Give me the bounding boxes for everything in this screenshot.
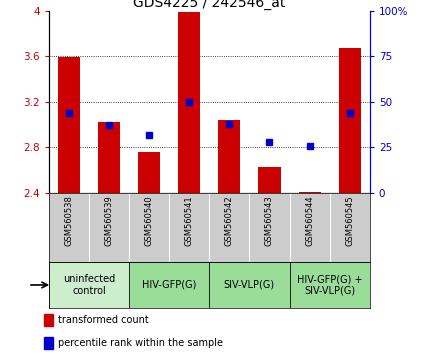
Text: percentile rank within the sample: percentile rank within the sample xyxy=(59,338,224,348)
Text: GSM560543: GSM560543 xyxy=(265,195,274,246)
Bar xyxy=(289,262,370,308)
Bar xyxy=(138,152,160,193)
Text: transformed count: transformed count xyxy=(59,315,149,325)
Text: GSM560542: GSM560542 xyxy=(225,195,234,246)
Text: HIV-GFP(G): HIV-GFP(G) xyxy=(142,280,196,290)
Text: HIV-GFP(G) +
SIV-VLP(G): HIV-GFP(G) + SIV-VLP(G) xyxy=(297,274,363,296)
Title: GDS4225 / 242546_at: GDS4225 / 242546_at xyxy=(133,0,286,10)
Bar xyxy=(178,12,200,193)
Text: GSM560541: GSM560541 xyxy=(185,195,194,246)
Bar xyxy=(44,337,53,349)
Bar xyxy=(218,120,241,193)
Text: uninfected
control: uninfected control xyxy=(63,274,115,296)
Bar xyxy=(209,262,289,308)
Text: GSM560544: GSM560544 xyxy=(305,195,314,246)
Bar xyxy=(339,48,361,193)
Bar xyxy=(44,314,53,326)
Bar xyxy=(258,167,280,193)
Text: GSM560540: GSM560540 xyxy=(144,195,154,246)
Text: SIV-VLP(G): SIV-VLP(G) xyxy=(224,280,275,290)
Bar xyxy=(98,122,120,193)
Bar xyxy=(58,57,80,193)
Text: GSM560539: GSM560539 xyxy=(105,195,113,246)
Text: GSM560545: GSM560545 xyxy=(345,195,354,246)
Bar xyxy=(129,262,209,308)
Bar xyxy=(298,192,320,193)
Bar xyxy=(49,262,129,308)
Text: GSM560538: GSM560538 xyxy=(65,195,74,246)
